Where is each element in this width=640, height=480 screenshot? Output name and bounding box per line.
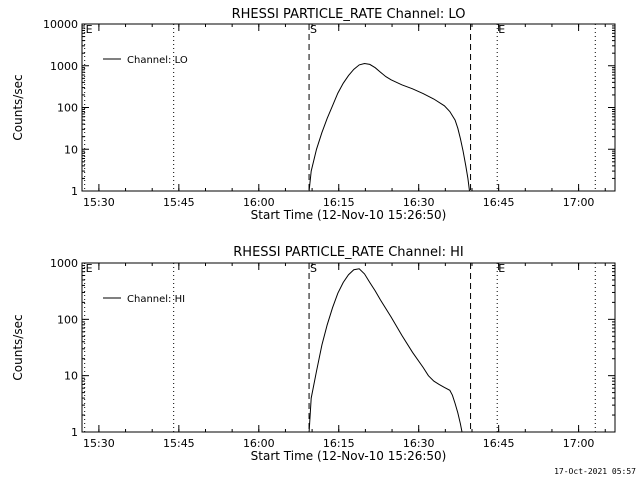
y-tick-label: 1000 xyxy=(50,257,78,270)
marker-label: E xyxy=(498,262,505,275)
y-tick-label: 10 xyxy=(64,370,78,383)
legend-label: Channel: LO xyxy=(127,55,188,66)
legend-label: Channel: HI xyxy=(127,294,185,305)
chart-2-title: RHESSI PARTICLE_RATE Channel: HI xyxy=(233,245,463,260)
x-tick-label: 17:00 xyxy=(563,196,595,209)
y-tick-label: 10 xyxy=(64,143,78,156)
y-tick-label: 1 xyxy=(71,426,78,439)
x-tick-label: 16:15 xyxy=(323,196,355,209)
x-tick-label: 17:00 xyxy=(563,437,595,450)
x-tick-label: 15:30 xyxy=(83,196,115,209)
x-tick-label: 16:15 xyxy=(323,437,355,450)
chart-1-frame xyxy=(81,23,616,192)
x-tick-label: 16:30 xyxy=(403,437,435,450)
chart-1-series-line xyxy=(308,62,470,192)
x-tick-label: 16:45 xyxy=(483,437,515,450)
marker-label: E xyxy=(498,23,505,36)
x-tick-label: 16:45 xyxy=(483,196,515,209)
marker-label: E xyxy=(86,23,93,36)
chart-2-ylabel: Counts/sec xyxy=(11,314,25,380)
y-tick-label: 1 xyxy=(71,185,78,198)
x-tick-label: 15:45 xyxy=(163,437,195,450)
x-tick-label: 15:30 xyxy=(83,437,115,450)
y-tick-label: 1000 xyxy=(50,60,78,73)
y-tick-label: 10000 xyxy=(43,18,78,31)
chart-1-ylabel: Counts/sec xyxy=(11,74,25,140)
x-tick-label: 16:00 xyxy=(243,437,275,450)
x-tick-label: 16:00 xyxy=(243,196,275,209)
marker-label: E xyxy=(86,262,93,275)
chart-1-xlabel: Start Time (12-Nov-10 15:26:50) xyxy=(251,208,447,222)
chart-2-xlabel: Start Time (12-Nov-10 15:26:50) xyxy=(251,449,447,463)
x-tick-label: 16:30 xyxy=(403,196,435,209)
chart-1-title: RHESSI PARTICLE_RATE Channel: LO xyxy=(232,7,466,22)
chart-2-series-line xyxy=(308,268,463,433)
marker-label: S xyxy=(310,262,317,275)
chart-2-frame xyxy=(81,262,616,433)
x-tick-label: 15:45 xyxy=(163,196,195,209)
marker-label: S xyxy=(310,23,317,36)
y-tick-label: 100 xyxy=(57,102,78,115)
y-tick-label: 100 xyxy=(57,313,78,326)
timestamp-label: 17-Oct-2021 05:57 xyxy=(554,467,636,476)
